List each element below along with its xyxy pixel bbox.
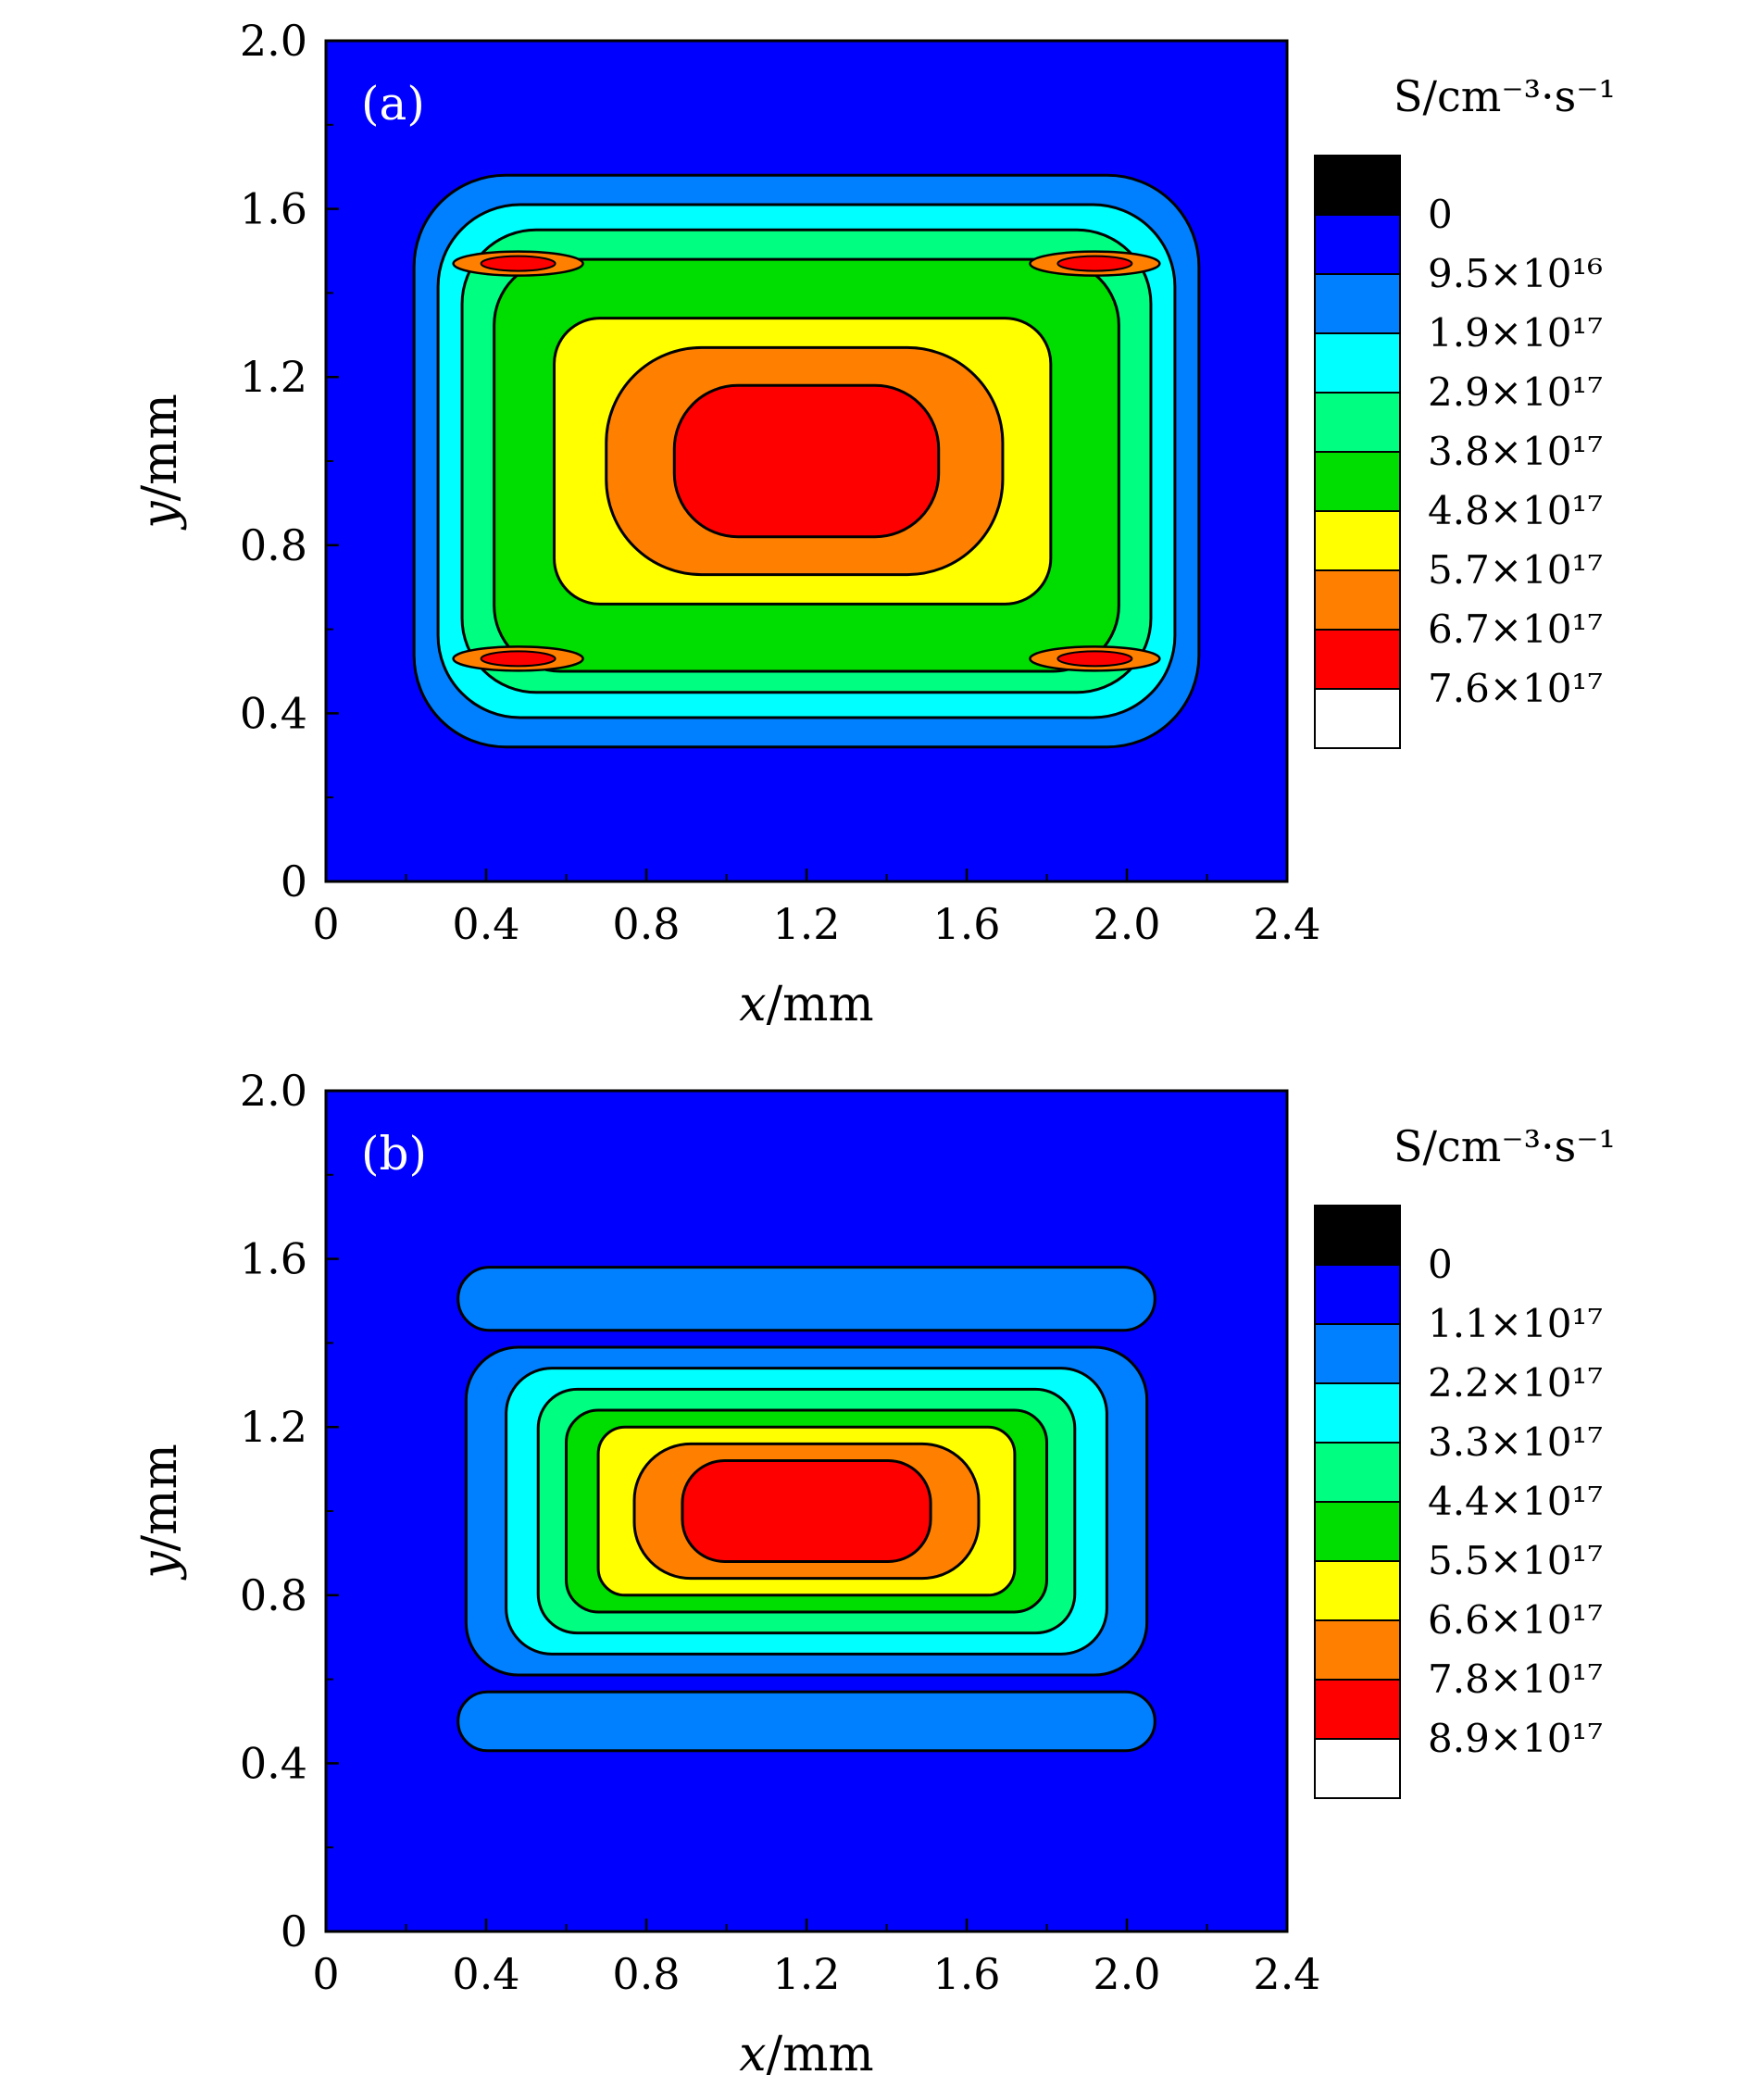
- panel-label: (a): [361, 77, 425, 131]
- x-tick-label: 0.4: [452, 1949, 519, 1999]
- colorbar-label-6: 5.7×10¹⁷: [1428, 547, 1603, 593]
- x-axis-label-var: x: [739, 977, 766, 1032]
- colorbar-label-3: 3.3×10¹⁷: [1428, 1419, 1603, 1465]
- colorbar-label-4: 3.8×10¹⁷: [1428, 429, 1603, 474]
- chart-svg-a: 0 0.4 0.8 1.2 1.6 2.0 2.400.40.81.21.62.0x/mmy…: [132, 16, 1616, 1032]
- x-tick-label: 0: [312, 1949, 339, 1999]
- colorbar-swatch-6: [1314, 1560, 1401, 1621]
- contour-group: [412, 173, 1201, 749]
- contour-band-0: [456, 1266, 1156, 1332]
- y-tick-label: 1.2: [240, 352, 307, 402]
- colorbar-swatch-2: [1314, 273, 1401, 334]
- contour-level-7: [672, 383, 941, 539]
- colorbar-swatch-0: [1314, 1205, 1401, 1266]
- colorbar-label-4: 4.4×10¹⁷: [1428, 1479, 1603, 1524]
- y-tick-label: 0: [281, 856, 307, 906]
- colorbar-swatch-7: [1314, 569, 1401, 631]
- colorbar-swatch-8: [1314, 629, 1401, 690]
- y-tick-label: 1.2: [240, 1402, 307, 1452]
- y-axis-label: y/mm: [132, 1444, 188, 1581]
- x-tick-label: 0: [312, 899, 339, 949]
- colorbar-label-0: 0: [1428, 1242, 1453, 1287]
- colorbar-swatch-0: [1314, 155, 1401, 216]
- colorbar-swatch-3: [1314, 332, 1401, 394]
- y-tick-label: 1.6: [240, 1234, 307, 1284]
- x-axis-label: x/mm: [739, 2027, 873, 2082]
- y-tick-label: 0.8: [240, 520, 307, 570]
- colorbar-label-1: 9.5×10¹⁶: [1428, 251, 1603, 296]
- colorbar-swatch-3: [1314, 1382, 1401, 1444]
- colorbar-label-8: 8.9×10¹⁷: [1428, 1716, 1603, 1761]
- contour-group: [456, 1266, 1156, 1753]
- x-tick-label: 0.8: [612, 1949, 680, 1999]
- x-tick-label: 1.2: [772, 899, 840, 949]
- y-tick-label: 2.0: [240, 1066, 307, 1116]
- colorbar-title: S/cm⁻³·s⁻¹: [1394, 71, 1616, 121]
- colorbar-swatch-4: [1314, 392, 1401, 453]
- colorbar-label-2: 1.9×10¹⁷: [1428, 310, 1603, 356]
- hotspot-inner-3: [1056, 650, 1133, 668]
- x-tick-label: 1.2: [772, 1949, 840, 1999]
- colorbar-label-6: 6.6×10¹⁷: [1428, 1597, 1603, 1643]
- x-tick-label: 1.6: [932, 899, 1000, 949]
- chart-panel-a: 0 0.4 0.8 1.2 1.6 2.0 2.4 0 0.4 0.8 1.2 1.6 2.0 x/mm y…: [132, 16, 1616, 1032]
- hotspot-inner-2: [480, 650, 556, 668]
- colorbar-swatch-5: [1314, 451, 1401, 512]
- colorbar-label-5: 4.8×10¹⁷: [1428, 488, 1603, 533]
- colorbar-swatch-6: [1314, 510, 1401, 571]
- colorbar-label-0: 0: [1428, 192, 1453, 237]
- colorbar-label-1: 1.1×10¹⁷: [1428, 1301, 1603, 1346]
- y-axis-label-unit: /mm: [132, 394, 188, 501]
- y-axis-label: y/mm: [132, 394, 188, 531]
- y-tick-label: 0.4: [240, 688, 307, 738]
- colorbar-label-2: 2.2×10¹⁷: [1428, 1360, 1603, 1406]
- colorbar-swatch-4: [1314, 1442, 1401, 1503]
- colorbar-label-8: 7.6×10¹⁷: [1428, 666, 1603, 711]
- y-tick-label: 2.0: [240, 16, 307, 66]
- colorbar-swatch-7: [1314, 1619, 1401, 1681]
- x-axis-label-unit: /mm: [767, 2027, 874, 2082]
- panel-label: (b): [361, 1127, 427, 1181]
- x-tick-label: 0.8: [612, 899, 680, 949]
- colorbar-swatch-2: [1314, 1323, 1401, 1384]
- y-axis-label-var: y: [132, 1551, 188, 1581]
- chart-panel-b: 0 0.4 0.8 1.2 1.6 2.0 2.4 0 0.4 0.8 1.2 1.6 2.0 x/mm y…: [0, 1050, 1750, 2100]
- colorbar-label-7: 6.7×10¹⁷: [1428, 606, 1603, 652]
- contour-band-1: [456, 1690, 1156, 1753]
- y-tick-label: 0.4: [240, 1738, 307, 1788]
- x-tick-label: 0.4: [452, 899, 519, 949]
- colorbar-label-7: 7.8×10¹⁷: [1428, 1656, 1603, 1702]
- y-axis-label-unit: /mm: [132, 1444, 188, 1551]
- x-tick-label: 2.4: [1253, 1949, 1320, 1999]
- colorbar-swatch-9: [1314, 1738, 1401, 1799]
- colorbar-swatch-1: [1314, 1264, 1401, 1325]
- x-tick-label: 1.6: [932, 1949, 1000, 1999]
- colorbar-swatch-8: [1314, 1679, 1401, 1740]
- contour-level-7: [681, 1459, 932, 1563]
- colorbar-label-5: 5.5×10¹⁷: [1428, 1538, 1603, 1583]
- hotspot-inner-1: [1056, 255, 1133, 272]
- y-tick-label: 0.8: [240, 1570, 307, 1620]
- y-tick-label: 0: [281, 1906, 307, 1956]
- y-axis-label-var: y: [132, 501, 188, 531]
- colorbar-title: S/cm⁻³·s⁻¹: [1394, 1121, 1616, 1171]
- colorbar-swatch-1: [1314, 214, 1401, 275]
- x-tick-label: 2.4: [1253, 899, 1320, 949]
- chart-svg-b: 0 0.4 0.8 1.2 1.6 2.0 2.400.40.81.21.62.0x/mmy…: [132, 1066, 1616, 2082]
- hotspot-inner-0: [480, 255, 556, 272]
- x-tick-label: 2.0: [1093, 899, 1160, 949]
- x-tick-label: 2.0: [1093, 1949, 1160, 1999]
- colorbar-label-3: 2.9×10¹⁷: [1428, 369, 1603, 415]
- colorbar-swatch-5: [1314, 1501, 1401, 1562]
- x-axis-label-unit: /mm: [767, 977, 874, 1032]
- x-axis-label: x/mm: [739, 977, 873, 1032]
- colorbar-swatch-9: [1314, 688, 1401, 749]
- y-tick-label: 1.6: [240, 184, 307, 234]
- x-axis-label-var: x: [739, 2027, 766, 2082]
